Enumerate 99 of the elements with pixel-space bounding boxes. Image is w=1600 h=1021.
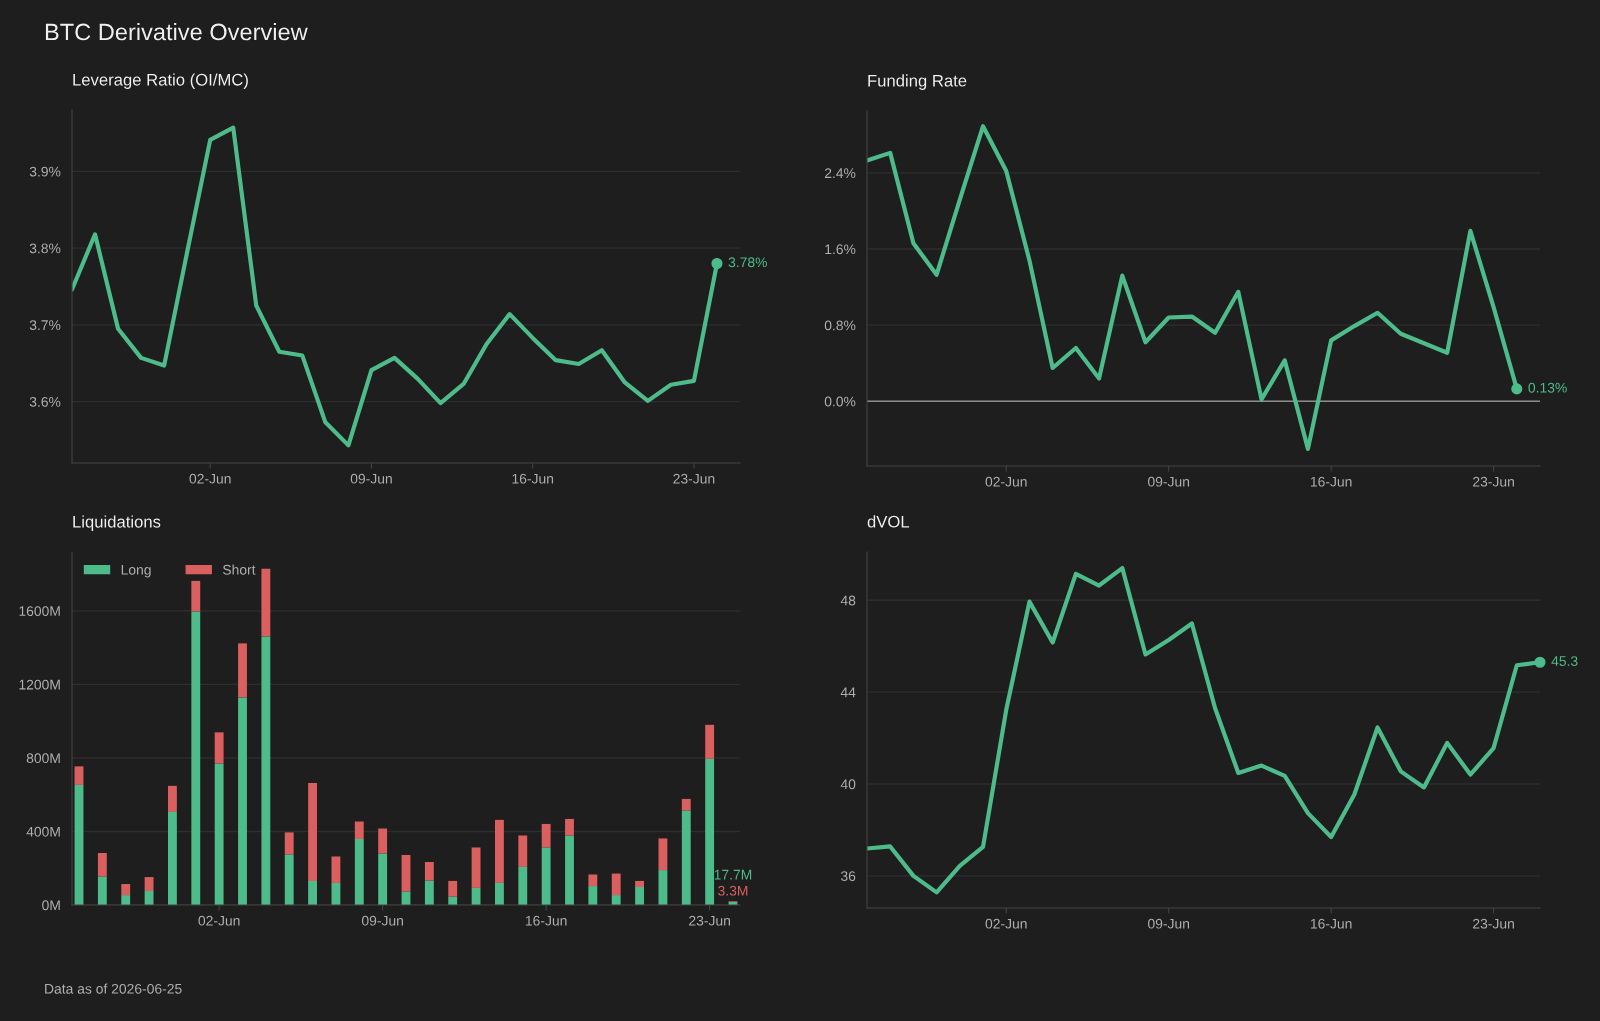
bar [658, 870, 668, 905]
bar [541, 823, 551, 848]
legend-label: Short [222, 564, 256, 575]
x-tick-label: 16-Jun [525, 915, 567, 926]
y-tick-label: 400M [26, 826, 60, 837]
bar [121, 895, 131, 905]
data-label: 45.3 [1551, 656, 1578, 666]
data-label: 3.3M [718, 885, 748, 896]
bar [448, 880, 458, 897]
y-tick-label: 3.8% [29, 243, 61, 254]
chart-title: dVOL [867, 515, 910, 528]
y-tick-label: 1200M [19, 679, 60, 690]
x-tick-label: 23-Jun [1473, 476, 1514, 487]
y-tick-label: 40 [840, 779, 856, 790]
y-tick-label: 44 [840, 687, 856, 698]
y-tick-label: 3.6% [29, 396, 61, 407]
bar [471, 887, 481, 905]
bar [658, 838, 668, 871]
x-tick-label: 09-Jun [1148, 918, 1190, 929]
bar [191, 611, 201, 905]
y-tick-label: 3.7% [29, 320, 61, 331]
bar [494, 819, 504, 883]
bar [705, 724, 715, 759]
bar [378, 828, 388, 854]
bar [331, 882, 341, 905]
bar [74, 766, 84, 785]
bar [238, 697, 247, 905]
y-tick-label: 0.0% [824, 396, 856, 407]
bar [354, 821, 364, 839]
bar [308, 782, 318, 881]
x-tick-label: 02-Jun [985, 918, 1027, 929]
y-tick-label: 3.9% [29, 166, 61, 177]
y-tick-label: 1600M [19, 606, 60, 616]
bar [261, 636, 271, 905]
bar [308, 880, 318, 905]
bar [168, 785, 177, 812]
bar [97, 852, 107, 877]
bar [611, 895, 621, 905]
x-tick-label: 16-Jun [1310, 476, 1352, 487]
x-tick-label: 09-Jun [1148, 476, 1190, 487]
bar [635, 886, 644, 905]
bar [284, 832, 294, 855]
x-tick-label: 23-Jun [1473, 918, 1514, 929]
bar [121, 884, 131, 896]
x-tick-label: 02-Jun [198, 915, 240, 926]
bar [518, 835, 528, 867]
bar [331, 856, 341, 883]
bar [681, 798, 691, 811]
bar [494, 882, 504, 905]
bar [424, 861, 434, 881]
y-tick-label: 800M [26, 753, 60, 764]
x-tick-label: 16-Jun [512, 473, 554, 484]
bar [284, 854, 294, 905]
y-tick-label: 2.4% [824, 168, 856, 178]
bar [565, 835, 574, 905]
legend-label: Long [121, 565, 151, 578]
bar [588, 886, 598, 905]
bar [681, 810, 691, 905]
x-tick-label: 23-Jun [689, 915, 730, 926]
chart-title: Funding Rate [868, 74, 967, 90]
bar [214, 732, 224, 764]
x-tick-label: 02-Jun [985, 476, 1027, 487]
bar [144, 877, 154, 892]
text: BTC Derivative Overview [45, 23, 308, 41]
x-tick-label: 02-Jun [189, 473, 231, 484]
y-tick-label: 36 [840, 871, 856, 882]
bar [424, 880, 434, 905]
bar [518, 866, 528, 905]
bar [191, 580, 201, 612]
bar [565, 818, 574, 836]
bar [238, 643, 247, 698]
x-tick-label: 09-Jun [361, 915, 403, 926]
bar [705, 758, 715, 905]
bar [635, 880, 644, 887]
bar [97, 876, 107, 905]
data-label: 0.13% [1528, 382, 1567, 393]
bar [471, 847, 481, 888]
chart-title: Leverage Ratio (OI/MC) [73, 73, 248, 89]
data-label: 17.7M [714, 869, 752, 880]
data-label: 3.78% [728, 257, 767, 268]
chart-title: Liquidations [73, 515, 161, 531]
y-tick-label: 1.6% [825, 244, 856, 255]
bar [168, 811, 177, 905]
text: Data as of 2026-06-25 [45, 983, 182, 994]
bar [261, 568, 271, 637]
x-tick-label: 16-Jun [1310, 918, 1352, 929]
bar [541, 847, 551, 905]
bar [611, 873, 621, 896]
y-tick-label: 48 [840, 595, 856, 606]
x-tick-label: 09-Jun [350, 473, 392, 484]
x-tick-label: 23-Jun [673, 473, 715, 484]
bar [401, 854, 411, 892]
bar [354, 839, 364, 905]
bar [588, 874, 598, 887]
bar [378, 853, 388, 905]
y-tick-label: 0.8% [824, 320, 856, 331]
bar [144, 891, 154, 905]
bar [214, 763, 224, 905]
y-tick-label: 0M [42, 900, 60, 911]
